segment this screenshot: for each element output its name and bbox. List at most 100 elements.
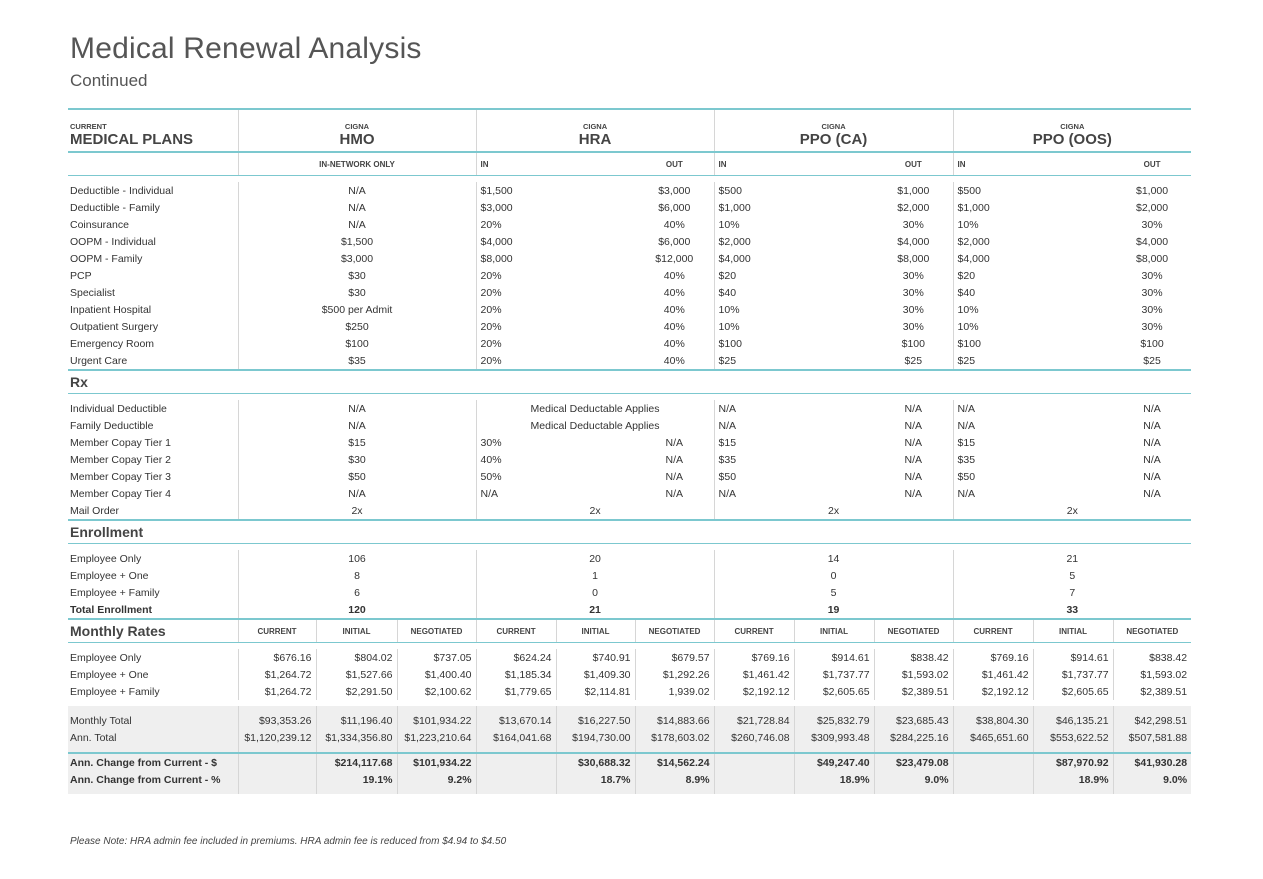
out-network-value: 30% [1141,286,1163,299]
table-row: Coinsurance N/A 20% 40% 10% 30% 10% 30% [68,216,1191,233]
row-label: Total Enrollment [70,603,153,616]
rate-value [713,771,795,788]
row-label: OOPM - Individual [70,235,156,248]
rate-value: $1,120,239.12 [237,729,316,746]
rate-value: $13,670.14 [475,712,557,729]
out-network-value: N/A [904,419,923,432]
rate-value: $838.42 [1112,649,1192,666]
rate-column-header: INITIAL [793,618,875,643]
rate-value [237,752,316,771]
rate-value: $41,930.28 [1112,752,1192,771]
rate-value [952,771,1034,788]
rate-column-header: CURRENT [475,618,557,643]
rate-value: 9.0% [873,771,954,788]
in-network-value: N/A [475,485,636,502]
in-network-value: $40 [952,284,1114,301]
row-label: Deductible - Individual [70,184,174,197]
row-label: Inpatient Hospital [70,303,152,316]
table-row: Mail Order 2x 2x 2x 2x [68,502,1192,521]
in-network-value: 10% [952,216,1114,233]
out-network-value: 30% [1141,269,1163,282]
row-label: Employee + Family [70,685,160,698]
row-label: Deductible - Family [70,201,160,214]
table-row: Enrollment [68,519,1192,544]
out-network-value: 30% [902,320,924,333]
table-row: Member Copay Tier 1 $15 30% N/A $15 N/A $15 N/A [68,434,1191,451]
rate-column-header: INITIAL [1032,618,1114,643]
in-network-value: $1,000 [713,199,875,216]
in-network-value: N/A [952,400,1114,417]
plan-value: 8 [237,567,477,584]
rate-column-header: CURRENT [237,618,316,643]
rate-column-header: INITIAL [555,618,636,643]
rate-value: $679.57 [634,649,715,666]
rate-value: 1,939.02 [634,683,715,700]
in-network-value: 20% [475,352,636,371]
network-subhead: IN [713,152,875,176]
rate-value: $465,651.60 [952,729,1034,746]
rate-value: $1,264.72 [237,666,316,683]
rate-column-header: NEGOTIATED [873,618,954,643]
rate-value: $2,605.65 [1032,683,1114,700]
rate-value: 18.7% [555,771,636,788]
plan-value: 5 [713,584,954,601]
out-network-value: $100 [901,337,925,350]
hmo-value: N/A [237,417,477,434]
table-row: Monthly Rates CURRENT INITIAL NEGOTIATED CUR… [68,618,1192,643]
plan-value: 14 [713,550,954,567]
in-network-value: 10% [713,216,875,233]
in-network-value: 40% [475,451,636,468]
network-subhead: IN-NETWORK ONLY [237,152,477,176]
rate-value: 9.0% [1112,771,1192,788]
row-label: Emergency Room [70,337,155,350]
in-network-value: 20% [475,335,636,352]
out-network-value: N/A [904,402,923,415]
plan-value: 2x [237,502,477,521]
rate-value: $1,334,356.80 [315,729,397,746]
rate-value: 19.1% [315,771,397,788]
rate-value: $101,934.22 [396,712,477,729]
footnote: Please Note: HRA admin fee included in p… [70,836,507,847]
out-network-value: N/A [1143,419,1161,432]
out-network-value: $8,000 [1136,252,1169,265]
out-network-value: 40% [663,286,685,299]
out-network-value: N/A [904,453,923,466]
out-network-value: N/A [904,436,923,449]
plan-carrier: CIGNA [582,122,608,131]
in-network-value: $15 [713,434,875,451]
row-label: OOPM - Family [70,252,143,265]
rate-value: $23,685.43 [873,712,954,729]
table-row: Family Deductible N/A Medical Deductable A… [68,417,1191,434]
rate-value: $49,247.40 [793,752,875,771]
table-row: Ann. Total $1,120,239.12 $1,334,356.80 $1,2… [68,729,1192,746]
table-row [68,706,1192,712]
in-network-value: $1,500 [475,182,636,199]
rate-value: $42,298.51 [1112,712,1192,729]
row-label: Mail Order [68,502,238,521]
out-network-value: 40% [663,269,685,282]
out-network-value: N/A [665,487,684,500]
out-network-value: 40% [663,218,685,231]
table-row: OOPM - Individual $1,500 $4,000 $6,000 $2,00… [68,233,1191,250]
hmo-value: $1,500 [237,233,477,250]
rate-value: $1,264.72 [237,683,316,700]
current-label: CURRENT [70,122,107,131]
page-subtitle: Continued [70,71,148,90]
rate-value: $87,970.92 [1032,752,1114,771]
in-network-value: $35 [952,451,1114,468]
rate-value: $2,389.51 [1112,683,1192,700]
table-row: Employee Only 106 20 14 21 [68,550,1192,567]
in-network-value: N/A [952,417,1114,434]
in-network-value: $50 [952,468,1114,485]
hmo-value: $50 [237,468,477,485]
network-subhead: IN [952,152,1114,176]
in-network-value: 10% [952,301,1114,318]
plan-value: 33 [952,601,1192,619]
in-network-value: $4,000 [713,250,875,267]
plan-value: 7 [952,584,1192,601]
in-network-value: 20% [475,284,636,301]
hmo-value: N/A [237,400,477,417]
in-network-value: $4,000 [475,233,636,250]
rate-value: $804.02 [315,649,397,666]
row-label: Employee + One [70,668,149,681]
